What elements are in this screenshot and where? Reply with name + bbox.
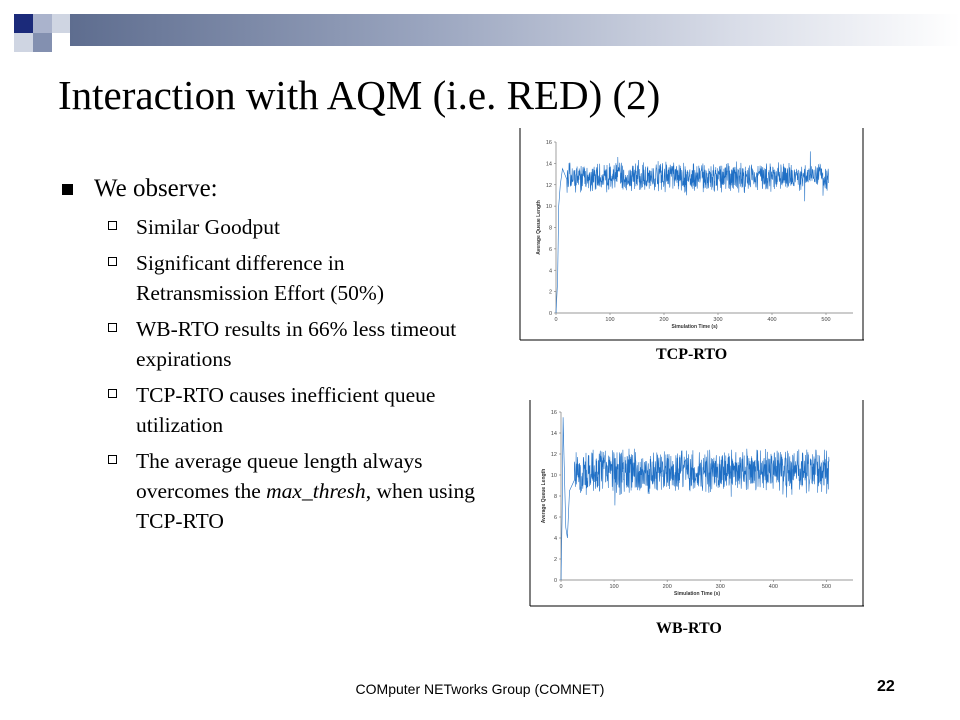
caption-wb-rto: WB-RTO [656,620,722,637]
hollow-square-bullet-icon [108,257,117,266]
x-tick-label: 400 [767,317,776,323]
sub-bullet-list: Similar Goodput Significant difference in… [58,212,478,536]
hollow-square-bullet-icon [108,389,117,398]
y-tick-label: 0 [554,578,557,584]
y-tick-label: 8 [549,226,552,232]
corner-square-navy [14,14,33,33]
y-tick-label: 8 [554,494,557,500]
sub-bullet-item: Significant difference in Retransmission… [58,248,478,308]
y-tick-label: 0 [549,311,552,317]
x-tick-label: 0 [559,584,562,590]
corner-square-light-2 [14,33,33,52]
bullet-list: We observe: Similar Goodput Significant d… [58,172,478,542]
y-tick-label: 6 [554,515,557,521]
x-tick-label: 500 [822,584,831,590]
queue-length-series-line [560,417,830,581]
y-tick-label: 10 [546,204,552,210]
sub-bullet-item: Similar Goodput [58,212,478,242]
chart-wb-rto: 0 2 4 6 8 10 12 14 16 0 100 200 300 400 500 Simulation … [528,400,864,607]
hollow-square-bullet-icon [108,323,117,332]
hollow-square-bullet-icon [108,221,117,230]
chart-tcp-rto-svg: 0 2 4 6 8 10 12 14 16 0 100 200 300 400 500 Simulation … [519,128,864,341]
x-tick-label: 300 [713,317,722,323]
y-tick-label: 4 [554,536,557,542]
sub-bullet-text: Similar Goodput [136,215,280,239]
y-tick-label: 4 [549,268,552,274]
sub-bullet-text: The average queue length always overcome… [136,449,423,503]
corner-square-mid-2 [33,33,52,52]
y-tick-label: 14 [546,161,552,167]
sub-bullet-text: WB-RTO results in 66% less timeout expir… [136,317,457,371]
x-tick-label: 200 [659,317,668,323]
page-number: 22 [877,678,895,695]
sub-bullet-text: , when using TCP-RTO [136,479,475,533]
sub-bullet-text: Significant difference in Retransmission… [136,251,385,305]
y-tick-label: 2 [554,557,557,563]
x-axis-label: Simulation Time (s) [671,324,717,330]
chart-tcp-rto: 0 2 4 6 8 10 12 14 16 0 100 200 300 400 500 Simulation … [518,128,864,341]
main-bullet: We observe: [58,172,478,206]
x-tick-label: 500 [821,317,830,323]
corner-square-light [52,14,71,33]
y-tick-label: 12 [546,183,552,189]
square-bullet-icon [62,184,73,195]
y-tick-label: 14 [551,431,557,437]
footer-text: COMputer NETworks Group (COMNET) [355,681,605,697]
sub-bullet-item: The average queue length always overcome… [58,446,478,536]
x-axis-label: Simulation Time (s) [674,591,720,597]
caption-tcp-rto: TCP-RTO [656,346,728,363]
x-tick-label: 0 [554,317,557,323]
queue-length-series-line [555,151,829,314]
italic-text: max_thresh [266,479,366,503]
y-axis-label: Average Queue Length [536,200,542,255]
y-axis-label: Average Queue Length [541,469,547,524]
header-gradient-bar [70,14,960,46]
chart-wb-rto-svg: 0 2 4 6 8 10 12 14 16 0 100 200 300 400 500 Simulation … [529,400,864,607]
x-tick-label: 200 [663,584,672,590]
y-tick-label: 2 [549,290,552,296]
sub-bullet-item: WB-RTO results in 66% less timeout expir… [58,314,478,374]
x-tick-label: 100 [605,317,614,323]
corner-square-mid [33,14,52,33]
x-tick-label: 100 [609,584,618,590]
slide-title: Interaction with AQM (i.e. RED) (2) [58,72,661,118]
y-tick-label: 10 [551,473,557,479]
y-tick-label: 16 [551,410,557,416]
x-tick-label: 300 [716,584,725,590]
y-tick-label: 6 [549,247,552,253]
y-tick-label: 16 [546,140,552,146]
sub-bullet-item: TCP-RTO causes inefficient queue utiliza… [58,380,478,440]
x-tick-label: 400 [769,584,778,590]
y-tick-label: 12 [551,452,557,458]
hollow-square-bullet-icon [108,455,117,464]
main-bullet-text: We observe: [94,175,218,202]
sub-bullet-text: TCP-RTO causes inefficient queue utiliza… [136,383,436,437]
